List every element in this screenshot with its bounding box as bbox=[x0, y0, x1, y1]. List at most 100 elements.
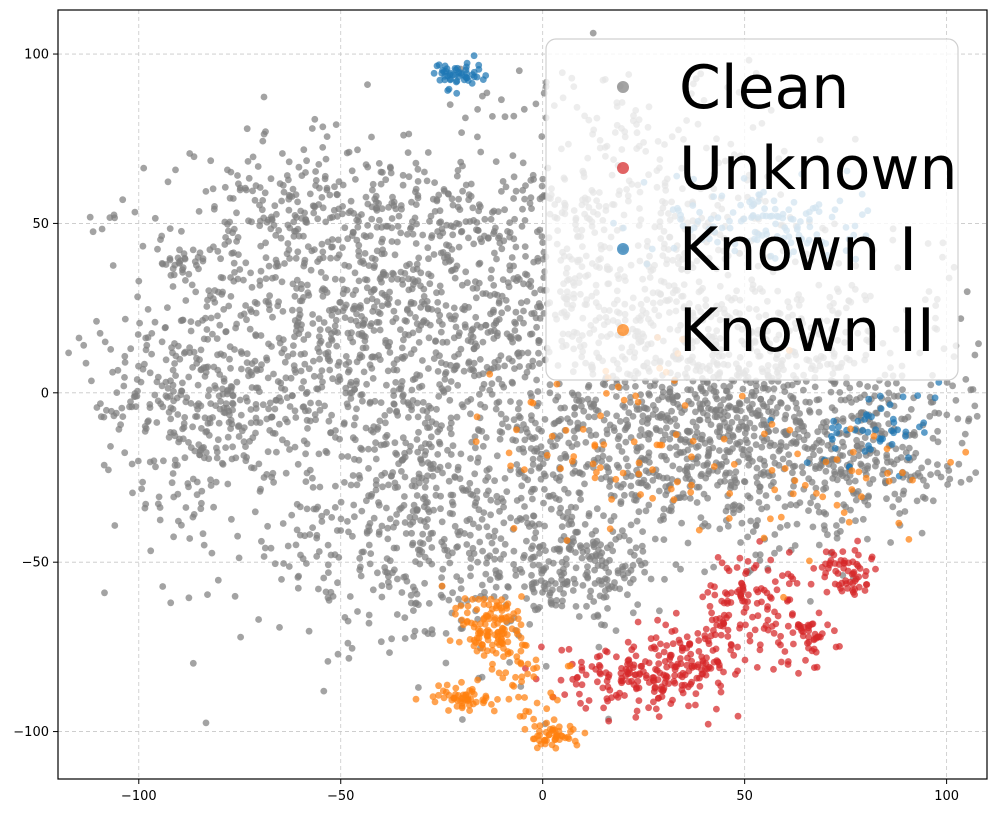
data-point bbox=[529, 495, 536, 503]
data-point bbox=[300, 262, 308, 270]
data-point bbox=[576, 542, 584, 549]
data-point bbox=[459, 187, 466, 195]
data-point bbox=[429, 465, 437, 472]
data-point bbox=[305, 291, 313, 299]
data-point bbox=[471, 502, 479, 509]
data-point bbox=[268, 213, 275, 221]
data-point bbox=[310, 357, 317, 365]
data-point bbox=[393, 408, 400, 416]
data-point bbox=[427, 212, 435, 220]
data-point bbox=[531, 447, 538, 455]
data-point bbox=[534, 388, 542, 395]
data-point bbox=[392, 449, 399, 457]
data-point bbox=[575, 397, 583, 405]
data-point bbox=[88, 377, 95, 385]
data-point bbox=[447, 414, 455, 422]
data-point bbox=[707, 385, 714, 392]
data-point bbox=[483, 467, 491, 474]
data-point bbox=[512, 187, 520, 195]
data-point bbox=[603, 695, 611, 702]
data-point bbox=[515, 334, 523, 342]
data-point bbox=[484, 647, 491, 655]
data-point bbox=[463, 541, 471, 548]
data-point bbox=[207, 314, 215, 322]
data-point bbox=[539, 239, 547, 247]
data-point bbox=[256, 419, 264, 426]
data-point bbox=[186, 535, 194, 542]
data-point bbox=[207, 157, 215, 165]
data-point bbox=[515, 67, 523, 75]
data-point bbox=[320, 687, 328, 695]
data-point bbox=[900, 487, 908, 495]
data-point bbox=[100, 461, 108, 469]
data-point bbox=[655, 472, 663, 480]
data-point bbox=[142, 346, 150, 354]
data-point bbox=[478, 581, 486, 589]
data-point bbox=[414, 399, 421, 407]
data-point bbox=[483, 559, 490, 567]
data-point bbox=[817, 460, 824, 468]
data-point bbox=[139, 478, 147, 486]
data-point bbox=[398, 468, 405, 475]
data-point bbox=[134, 457, 142, 465]
data-point bbox=[805, 633, 812, 641]
data-point bbox=[822, 560, 829, 568]
data-point bbox=[899, 393, 907, 401]
data-point bbox=[742, 621, 749, 629]
data-point bbox=[775, 545, 783, 552]
data-point bbox=[385, 481, 392, 489]
data-point bbox=[270, 370, 277, 378]
data-point bbox=[713, 705, 720, 713]
data-point bbox=[496, 239, 504, 247]
data-point bbox=[478, 238, 485, 246]
data-point bbox=[317, 268, 325, 276]
data-point bbox=[517, 299, 525, 307]
data-point bbox=[575, 613, 583, 620]
data-point bbox=[390, 392, 398, 399]
data-point bbox=[615, 443, 623, 450]
data-point bbox=[636, 432, 644, 439]
data-point bbox=[365, 445, 372, 453]
data-point bbox=[500, 503, 507, 511]
data-point bbox=[934, 469, 941, 477]
data-point bbox=[897, 454, 905, 461]
data-point bbox=[266, 399, 274, 407]
data-point bbox=[237, 348, 245, 355]
data-point bbox=[335, 178, 343, 186]
data-point bbox=[318, 518, 326, 525]
data-point bbox=[252, 429, 259, 437]
data-point bbox=[462, 114, 469, 122]
data-point bbox=[598, 549, 606, 557]
data-point bbox=[961, 430, 969, 438]
data-point bbox=[764, 567, 772, 574]
data-point bbox=[551, 419, 559, 427]
data-point bbox=[231, 592, 239, 600]
data-point bbox=[817, 423, 825, 431]
data-point bbox=[359, 319, 367, 327]
data-point bbox=[93, 317, 100, 325]
data-point bbox=[346, 593, 354, 600]
data-point bbox=[293, 526, 301, 534]
data-point bbox=[563, 578, 571, 585]
data-point bbox=[785, 580, 793, 588]
data-point bbox=[482, 434, 490, 441]
data-point bbox=[546, 589, 554, 597]
data-point bbox=[134, 331, 142, 338]
data-point bbox=[313, 531, 321, 539]
data-point bbox=[114, 366, 122, 374]
data-point bbox=[318, 512, 326, 520]
data-point bbox=[264, 448, 272, 456]
data-point bbox=[793, 404, 801, 412]
data-point bbox=[139, 242, 147, 250]
data-point bbox=[453, 77, 461, 85]
data-point bbox=[227, 387, 235, 394]
data-point bbox=[575, 489, 583, 496]
data-point bbox=[671, 415, 679, 423]
data-point bbox=[486, 628, 493, 636]
data-point bbox=[298, 172, 306, 180]
data-point bbox=[384, 535, 392, 543]
data-point bbox=[734, 643, 741, 651]
data-point bbox=[693, 443, 700, 451]
data-point bbox=[391, 479, 399, 487]
data-point bbox=[158, 382, 166, 390]
